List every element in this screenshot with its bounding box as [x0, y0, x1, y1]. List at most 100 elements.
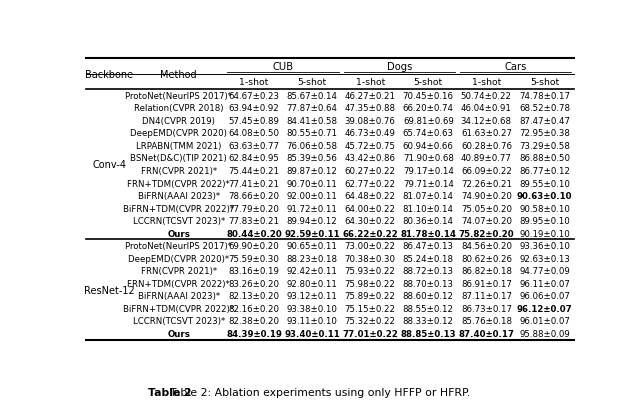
Text: 84.39±0.19: 84.39±0.19	[226, 329, 282, 338]
Text: 85.76±0.18: 85.76±0.18	[461, 317, 512, 326]
Text: 89.87±0.12: 89.87±0.12	[287, 166, 337, 176]
Text: 77.01±0.22: 77.01±0.22	[342, 329, 398, 338]
Text: 80.55±0.71: 80.55±0.71	[287, 129, 338, 138]
Text: FRN(CVPR 2021)*: FRN(CVPR 2021)*	[141, 267, 217, 275]
Text: 75.05±0.20: 75.05±0.20	[461, 204, 512, 213]
Text: Backbone: Backbone	[85, 69, 133, 79]
Text: BSNet(D&C)(TIP 2021): BSNet(D&C)(TIP 2021)	[131, 154, 227, 163]
Text: 87.11±0.17: 87.11±0.17	[461, 292, 512, 301]
Text: 70.45±0.16: 70.45±0.16	[403, 91, 454, 101]
Text: DeepEMD(CVPR 2020)*: DeepEMD(CVPR 2020)*	[128, 254, 229, 263]
Text: 88.60±0.12: 88.60±0.12	[403, 292, 454, 301]
Text: DN4(CVPR 2019): DN4(CVPR 2019)	[142, 117, 215, 126]
Text: 83.16±0.19: 83.16±0.19	[228, 267, 280, 275]
Text: 66.20±0.74: 66.20±0.74	[403, 104, 454, 113]
Text: 50.74±0.22: 50.74±0.22	[461, 91, 512, 101]
Text: 87.40±0.17: 87.40±0.17	[458, 329, 515, 338]
Text: 74.90±0.20: 74.90±0.20	[461, 192, 512, 200]
Text: Relation(CVPR 2018): Relation(CVPR 2018)	[134, 104, 223, 113]
Text: FRN(CVPR 2021)*: FRN(CVPR 2021)*	[141, 166, 217, 176]
Text: 34.12±0.68: 34.12±0.68	[461, 117, 512, 126]
Text: LCCRN(TCSVT 2023)*: LCCRN(TCSVT 2023)*	[132, 217, 225, 226]
Text: 79.71±0.14: 79.71±0.14	[403, 179, 454, 188]
Text: 72.95±0.38: 72.95±0.38	[519, 129, 570, 138]
Text: 62.77±0.22: 62.77±0.22	[345, 179, 396, 188]
Text: 84.56±0.20: 84.56±0.20	[461, 242, 512, 251]
Text: 75.44±0.21: 75.44±0.21	[228, 166, 280, 176]
Text: 75.98±0.22: 75.98±0.22	[345, 279, 396, 288]
Text: 90.70±0.11: 90.70±0.11	[287, 179, 337, 188]
Text: FRN+TDM(CVPR 2022)*: FRN+TDM(CVPR 2022)*	[127, 179, 230, 188]
Text: Cars: Cars	[504, 62, 527, 72]
Text: 62.84±0.95: 62.84±0.95	[228, 154, 280, 163]
Text: 43.42±0.86: 43.42±0.86	[345, 154, 396, 163]
Text: 1-shot: 1-shot	[472, 78, 501, 87]
Text: BiFRN+TDM(CVPR 2022)*: BiFRN+TDM(CVPR 2022)*	[124, 204, 234, 213]
Text: 68.52±0.78: 68.52±0.78	[519, 104, 570, 113]
Text: 88.72±0.13: 88.72±0.13	[403, 267, 454, 275]
Text: BiFRN+TDM(CVPR 2022)*: BiFRN+TDM(CVPR 2022)*	[124, 304, 234, 313]
Text: 77.83±0.21: 77.83±0.21	[228, 217, 280, 226]
Text: LCCRN(TCSVT 2023)*: LCCRN(TCSVT 2023)*	[132, 317, 225, 326]
Text: 90.58±0.10: 90.58±0.10	[519, 204, 570, 213]
Text: 88.70±0.13: 88.70±0.13	[403, 279, 454, 288]
Text: 76.06±0.58: 76.06±0.58	[287, 142, 338, 150]
Text: Table 2: Ablation experiments using only HFFP or HFRP.: Table 2: Ablation experiments using only…	[170, 387, 470, 397]
Text: 75.15±0.22: 75.15±0.22	[345, 304, 396, 313]
Text: 91.72±0.11: 91.72±0.11	[287, 204, 337, 213]
Text: 87.47±0.47: 87.47±0.47	[519, 117, 570, 126]
Text: 5-shot: 5-shot	[530, 78, 559, 87]
Text: 80.36±0.14: 80.36±0.14	[403, 217, 454, 226]
Text: 89.94±0.12: 89.94±0.12	[287, 217, 337, 226]
Text: 71.90±0.68: 71.90±0.68	[403, 154, 454, 163]
Text: 86.91±0.17: 86.91±0.17	[461, 279, 512, 288]
Text: 92.00±0.11: 92.00±0.11	[287, 192, 337, 200]
Text: 60.94±0.66: 60.94±0.66	[403, 142, 454, 150]
Text: 60.27±0.22: 60.27±0.22	[345, 166, 396, 176]
Text: 77.87±0.64: 77.87±0.64	[287, 104, 338, 113]
Text: 69.81±0.69: 69.81±0.69	[403, 117, 454, 126]
Text: 61.63±0.27: 61.63±0.27	[461, 129, 512, 138]
Text: 88.55±0.12: 88.55±0.12	[403, 304, 454, 313]
Text: 80.44±0.20: 80.44±0.20	[226, 229, 282, 238]
Text: DeepEMD(CVPR 2020): DeepEMD(CVPR 2020)	[131, 129, 227, 138]
Text: 64.00±0.22: 64.00±0.22	[345, 204, 396, 213]
Text: 75.32±0.22: 75.32±0.22	[345, 317, 396, 326]
Text: 92.42±0.11: 92.42±0.11	[287, 267, 337, 275]
Text: 57.45±0.89: 57.45±0.89	[228, 117, 280, 126]
Text: 94.77±0.09: 94.77±0.09	[519, 267, 570, 275]
Text: 93.36±0.10: 93.36±0.10	[519, 242, 570, 251]
Text: Table 2: Table 2	[148, 387, 191, 397]
Text: 86.77±0.12: 86.77±0.12	[519, 166, 570, 176]
Text: 75.89±0.22: 75.89±0.22	[345, 292, 396, 301]
Text: 81.78±0.14: 81.78±0.14	[400, 229, 456, 238]
Text: ProtoNet(NeurIPS 2017)*: ProtoNet(NeurIPS 2017)*	[125, 91, 232, 101]
Text: 96.11±0.07: 96.11±0.07	[519, 279, 570, 288]
Text: 81.07±0.14: 81.07±0.14	[403, 192, 454, 200]
Text: CUB: CUB	[273, 62, 294, 72]
Text: 75.82±0.20: 75.82±0.20	[459, 229, 514, 238]
Text: 45.72±0.75: 45.72±0.75	[345, 142, 396, 150]
Text: 46.04±0.91: 46.04±0.91	[461, 104, 512, 113]
Text: 80.62±0.26: 80.62±0.26	[461, 254, 512, 263]
Text: 63.94±0.92: 63.94±0.92	[228, 104, 280, 113]
Text: ResNet-12: ResNet-12	[84, 285, 134, 295]
Text: Conv-4: Conv-4	[92, 160, 126, 170]
Text: 96.12±0.07: 96.12±0.07	[516, 304, 572, 313]
Text: 66.09±0.22: 66.09±0.22	[461, 166, 512, 176]
Text: 64.30±0.22: 64.30±0.22	[345, 217, 396, 226]
Text: Ours: Ours	[167, 329, 190, 338]
Text: 82.13±0.20: 82.13±0.20	[228, 292, 280, 301]
Text: 46.27±0.21: 46.27±0.21	[345, 91, 396, 101]
Text: 95.88±0.09: 95.88±0.09	[519, 329, 570, 338]
Text: 78.66±0.20: 78.66±0.20	[228, 192, 280, 200]
Text: 60.28±0.76: 60.28±0.76	[461, 142, 512, 150]
Text: 85.24±0.18: 85.24±0.18	[403, 254, 454, 263]
Text: 39.08±0.76: 39.08±0.76	[345, 117, 396, 126]
Text: FRN+TDM(CVPR 2022)*: FRN+TDM(CVPR 2022)*	[127, 279, 230, 288]
Text: 82.16±0.20: 82.16±0.20	[228, 304, 280, 313]
Text: 82.38±0.20: 82.38±0.20	[228, 317, 280, 326]
Text: 86.82±0.18: 86.82±0.18	[461, 267, 512, 275]
Text: 73.29±0.58: 73.29±0.58	[519, 142, 570, 150]
Text: 92.63±0.13: 92.63±0.13	[519, 254, 570, 263]
